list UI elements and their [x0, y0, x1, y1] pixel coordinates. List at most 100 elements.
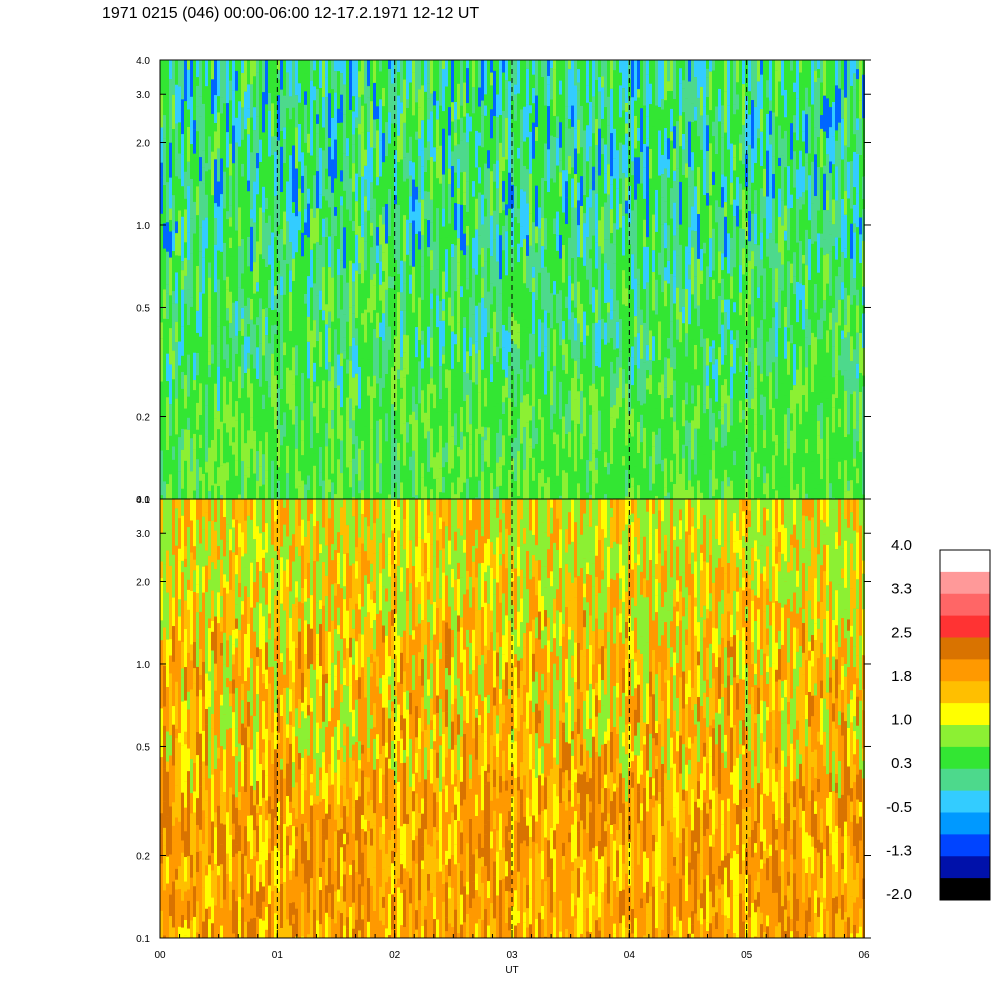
heatmap-cell	[772, 60, 775, 70]
heatmap-cell	[436, 269, 439, 296]
heatmap-cell	[844, 145, 847, 191]
heatmap-cell	[172, 446, 175, 460]
heatmap-cell	[796, 140, 799, 170]
heatmap-cell	[730, 398, 733, 426]
heatmap-cell	[334, 236, 337, 266]
heatmap-cell	[286, 724, 289, 738]
heatmap-cell	[436, 295, 439, 328]
heatmap-cell	[658, 252, 661, 275]
heatmap-cell	[268, 813, 271, 839]
heatmap-cell	[181, 927, 184, 938]
heatmap-cell	[457, 285, 460, 323]
heatmap-cell	[589, 304, 592, 347]
heatmap-cell	[226, 480, 229, 499]
heatmap-cell	[793, 187, 796, 232]
heatmap-cell	[613, 405, 616, 429]
heatmap-cell	[247, 701, 250, 727]
heatmap-cell	[838, 370, 841, 409]
heatmap-cell	[775, 199, 778, 212]
heatmap-cell	[574, 174, 577, 208]
heatmap-cell	[310, 595, 313, 629]
heatmap-cell	[790, 70, 793, 98]
heatmap-cell	[178, 599, 181, 617]
heatmap-cell	[538, 367, 541, 380]
heatmap-cell	[205, 875, 208, 909]
heatmap-cell	[580, 459, 583, 471]
heatmap-cell	[295, 836, 298, 850]
heatmap-cell	[178, 122, 181, 154]
heatmap-cell	[508, 306, 511, 318]
heatmap-cell	[316, 386, 319, 434]
heatmap-cell	[244, 855, 247, 875]
heatmap-cell	[796, 403, 799, 430]
heatmap-cell	[838, 159, 841, 193]
heatmap-cell	[463, 372, 466, 402]
heatmap-cell	[217, 486, 220, 499]
heatmap-cell	[202, 661, 205, 697]
heatmap-cell	[406, 219, 409, 255]
heatmap-cell	[775, 116, 778, 159]
heatmap-cell	[595, 322, 598, 353]
heatmap-cell	[343, 190, 346, 228]
heatmap-cell	[736, 348, 739, 392]
heatmap-cell	[226, 276, 229, 290]
heatmap-cell	[655, 496, 658, 499]
heatmap-cell	[184, 153, 187, 172]
heatmap-cell	[328, 176, 331, 208]
heatmap-cell	[730, 143, 733, 183]
heatmap-cell	[340, 886, 343, 914]
heatmap-cell	[565, 60, 568, 107]
heatmap-cell	[175, 233, 178, 256]
heatmap-cell	[244, 129, 247, 169]
heatmap-cell	[562, 282, 565, 322]
heatmap-cell	[316, 433, 319, 480]
heatmap-cell	[802, 60, 805, 85]
heatmap-cell	[775, 70, 778, 117]
heatmap-cell	[304, 790, 307, 824]
heatmap-cell	[331, 839, 334, 885]
heatmap-cell	[670, 481, 673, 498]
heatmap-cell	[283, 882, 286, 921]
heatmap-cell	[679, 83, 682, 116]
heatmap-cell	[580, 303, 583, 343]
heatmap-cell	[652, 446, 655, 484]
heatmap-cell	[259, 298, 262, 318]
heatmap-cell	[193, 812, 196, 858]
heatmap-cell	[358, 514, 361, 538]
heatmap-cell	[406, 442, 409, 480]
heatmap-cell	[424, 100, 427, 148]
heatmap-cell	[781, 109, 784, 139]
heatmap-cell	[454, 392, 457, 414]
heatmap-cell	[817, 89, 820, 138]
heatmap-cell	[262, 259, 265, 282]
heatmap-cell	[199, 415, 202, 435]
heatmap-cell	[715, 222, 718, 250]
heatmap-cell	[265, 267, 268, 308]
heatmap-cell	[205, 117, 208, 164]
heatmap-cell	[181, 499, 184, 516]
heatmap-cell	[310, 401, 313, 449]
heatmap-cell	[526, 235, 529, 256]
heatmap-cell	[208, 680, 211, 699]
heatmap-cell	[682, 426, 685, 445]
heatmap-cell	[847, 379, 850, 389]
heatmap-cell	[262, 549, 265, 558]
heatmap-cell	[496, 332, 499, 347]
heatmap-cell	[514, 164, 517, 187]
heatmap-cell	[301, 650, 304, 673]
heatmap-cell	[322, 407, 325, 441]
heatmap-cell	[187, 429, 190, 471]
heatmap-cell	[262, 739, 265, 753]
heatmap-cell	[766, 397, 769, 413]
heatmap-cell	[328, 584, 331, 632]
heatmap-cell	[268, 357, 271, 387]
heatmap-cell	[715, 154, 718, 201]
heatmap-cell	[397, 227, 400, 275]
heatmap-cell	[175, 492, 178, 499]
heatmap-cell	[796, 483, 799, 499]
heatmap-cell	[634, 449, 637, 467]
heatmap-cell	[340, 205, 343, 240]
heatmap-cell	[361, 863, 364, 887]
heatmap-cell	[196, 817, 199, 826]
heatmap-cell	[598, 196, 601, 221]
